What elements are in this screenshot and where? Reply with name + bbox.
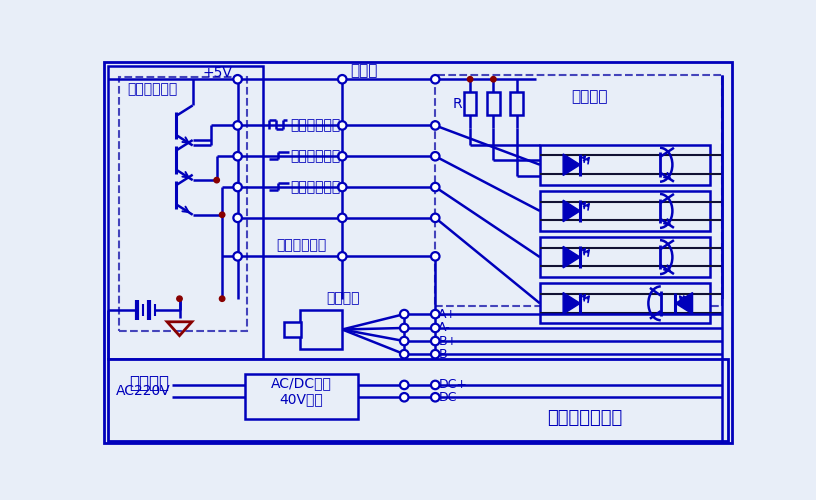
Circle shape xyxy=(338,75,347,84)
Bar xyxy=(299,310,342,349)
Text: 脱机信号输入: 脱机信号输入 xyxy=(290,180,340,194)
Circle shape xyxy=(220,212,225,218)
Text: DC+: DC+ xyxy=(438,378,468,392)
Text: 脉冲信号输入: 脉冲信号输入 xyxy=(290,118,340,132)
Bar xyxy=(464,92,477,116)
Bar xyxy=(109,359,728,441)
Polygon shape xyxy=(563,200,580,222)
Circle shape xyxy=(468,76,472,82)
Bar xyxy=(435,76,722,306)
Bar xyxy=(540,191,711,231)
Bar xyxy=(511,92,523,116)
Polygon shape xyxy=(563,154,580,176)
Circle shape xyxy=(233,121,242,130)
Circle shape xyxy=(220,296,225,302)
Text: DC-: DC- xyxy=(438,391,461,404)
Circle shape xyxy=(400,380,409,389)
Circle shape xyxy=(177,296,182,302)
Circle shape xyxy=(431,252,440,260)
Text: AC220V: AC220V xyxy=(116,384,171,398)
Circle shape xyxy=(431,350,440,358)
Circle shape xyxy=(400,350,409,358)
Circle shape xyxy=(214,178,220,183)
Text: A-: A- xyxy=(438,322,451,334)
Text: 方向信号输入: 方向信号输入 xyxy=(290,149,340,163)
Bar xyxy=(540,237,711,277)
Circle shape xyxy=(431,183,440,192)
Text: +5V: +5V xyxy=(202,66,233,80)
Circle shape xyxy=(431,380,440,389)
Bar xyxy=(119,77,247,331)
Text: 输入回路: 输入回路 xyxy=(571,90,607,104)
Circle shape xyxy=(431,337,440,345)
Circle shape xyxy=(233,183,242,192)
Circle shape xyxy=(400,324,409,332)
Polygon shape xyxy=(676,292,693,314)
Text: A+: A+ xyxy=(438,308,458,320)
Circle shape xyxy=(338,252,347,260)
Circle shape xyxy=(338,152,347,160)
Circle shape xyxy=(431,121,440,130)
Circle shape xyxy=(431,310,440,318)
Circle shape xyxy=(233,214,242,222)
Circle shape xyxy=(490,76,496,82)
Circle shape xyxy=(431,324,440,332)
Circle shape xyxy=(338,121,347,130)
Circle shape xyxy=(233,252,242,260)
Text: 步进电机驱动器: 步进电机驱动器 xyxy=(548,409,623,427)
Bar xyxy=(284,322,301,337)
Circle shape xyxy=(400,337,409,345)
Circle shape xyxy=(400,393,409,402)
Text: AC/DC电源
40V输出: AC/DC电源 40V输出 xyxy=(271,376,331,406)
Text: B+: B+ xyxy=(438,334,458,347)
Circle shape xyxy=(338,183,347,192)
Circle shape xyxy=(431,152,440,160)
Polygon shape xyxy=(563,246,580,268)
Text: 控制设备: 控制设备 xyxy=(129,374,169,392)
Circle shape xyxy=(400,310,409,318)
Text: 故障信号输出: 故障信号输出 xyxy=(277,238,326,252)
Text: 公共端: 公共端 xyxy=(350,64,377,78)
Bar xyxy=(487,92,499,116)
Bar xyxy=(246,374,357,419)
Circle shape xyxy=(233,152,242,160)
Bar xyxy=(540,144,711,184)
Text: B-: B- xyxy=(438,348,451,360)
Circle shape xyxy=(431,393,440,402)
Bar xyxy=(109,66,264,359)
Bar xyxy=(540,284,711,324)
Polygon shape xyxy=(563,292,580,314)
Circle shape xyxy=(233,75,242,84)
Text: 步进电机: 步进电机 xyxy=(326,292,360,306)
Text: R: R xyxy=(453,97,463,111)
Circle shape xyxy=(431,75,440,84)
Circle shape xyxy=(338,214,347,222)
Circle shape xyxy=(431,214,440,222)
Text: 控制输出回路: 控制输出回路 xyxy=(126,82,177,96)
